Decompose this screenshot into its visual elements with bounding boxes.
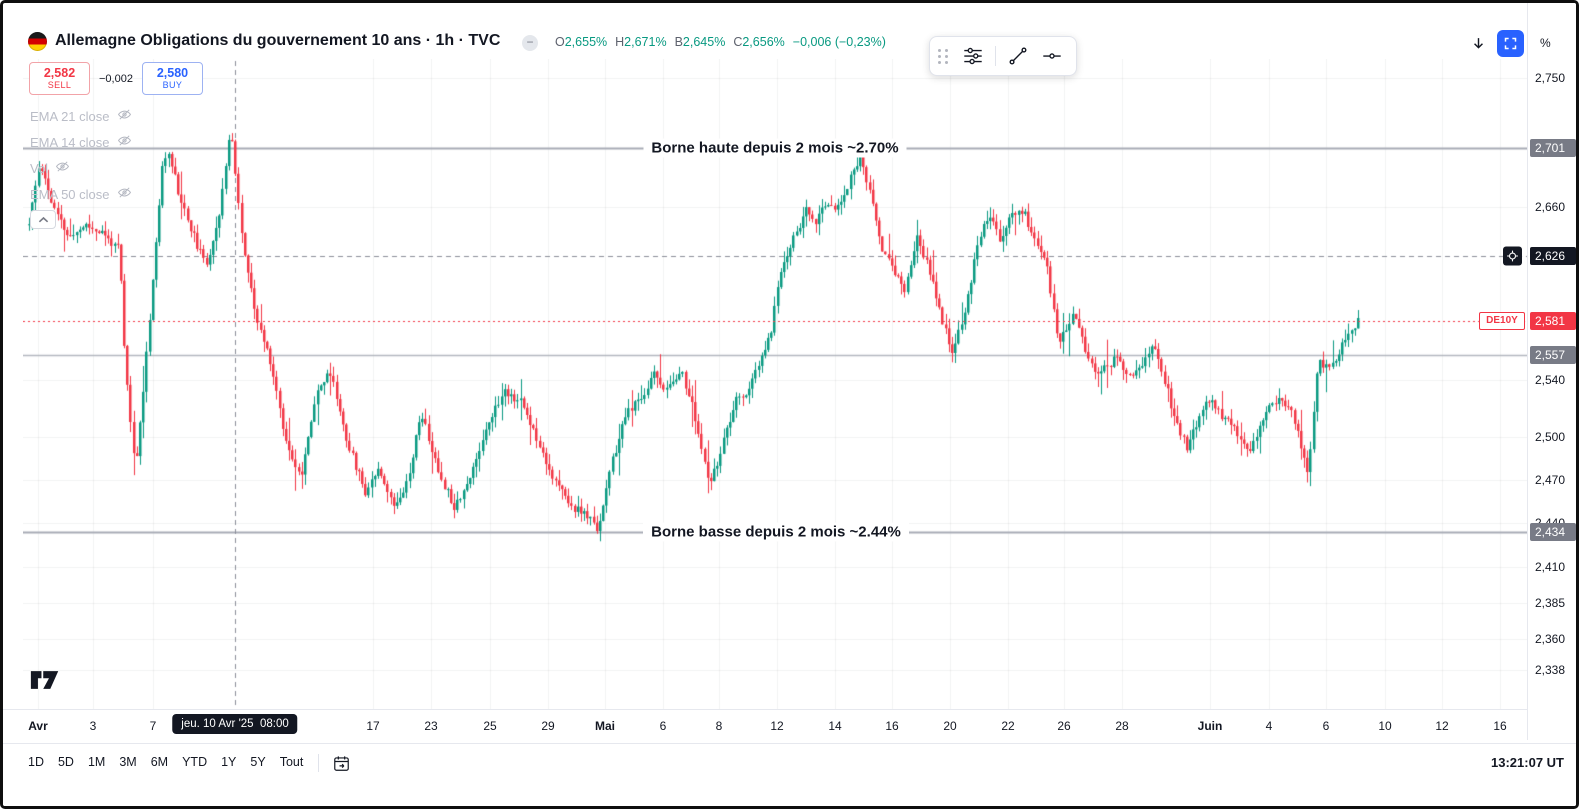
eye-off-icon[interactable]	[55, 159, 70, 177]
tradingview-chart-window: Allemagne Obligations du gouvernement 10…	[0, 0, 1579, 809]
legend-item[interactable]: EMA 21 close	[30, 103, 132, 129]
legend-item-label: EMA 50 close	[30, 187, 110, 202]
price-badge-red: 2,581	[1530, 312, 1576, 330]
time-tick-label: 26	[1057, 719, 1070, 733]
germany-flag-icon	[28, 32, 47, 51]
lower-bound-label[interactable]: Borne basse depuis 2 mois ~2.44%	[643, 523, 909, 542]
time-tick-label: Mai	[595, 719, 615, 733]
time-tick-label: 29	[541, 719, 554, 733]
ohlc-close: C2,656%	[733, 35, 784, 49]
range-button-ytd[interactable]: YTD	[175, 750, 214, 774]
range-button-5d[interactable]: 5D	[51, 750, 81, 774]
horizontal-line-tool-icon[interactable]	[1036, 41, 1068, 71]
range-button-5y[interactable]: 5Y	[243, 750, 272, 774]
tradingview-logo[interactable]	[30, 668, 60, 697]
time-tick-label: 7	[150, 719, 157, 733]
price-tick-label: 2,360	[1535, 632, 1565, 646]
collapse-legend-button[interactable]	[30, 210, 56, 229]
legend-item[interactable]: EMA 14 close	[30, 129, 132, 155]
price-tick-label: 2,470	[1535, 473, 1565, 487]
range-button-3m[interactable]: 3M	[112, 750, 143, 774]
buy-button[interactable]: 2,580 BUY	[142, 62, 203, 95]
price-badge-gray: 2,434	[1530, 523, 1576, 541]
symbol-title[interactable]: Allemagne Obligations du gouvernement 10…	[55, 32, 500, 50]
symbol-price-tag: DE10Y	[1479, 312, 1525, 330]
time-tick-label: 10	[1378, 719, 1391, 733]
price-tick-label: 2,750	[1535, 71, 1565, 85]
price-scale-unit-toggle[interactable]: %	[1540, 36, 1551, 50]
price-badge-black: 2,626	[1530, 247, 1576, 265]
crosshair-time-badge: jeu. 10 Avr '25 08:00	[172, 714, 297, 734]
legend-item-label: EMA 21 close	[30, 109, 110, 124]
upper-bound-label[interactable]: Borne haute depuis 2 mois ~2.70%	[643, 139, 906, 158]
legend-item[interactable]: EMA 50 close	[30, 181, 132, 207]
range-button-tout[interactable]: Tout	[273, 750, 311, 774]
time-tick-label: 12	[1435, 719, 1448, 733]
range-button-1y[interactable]: 1Y	[214, 750, 243, 774]
time-tick-label: 23	[424, 719, 437, 733]
time-tick-label: Avr	[28, 719, 48, 733]
price-badge-gray: 2,701	[1530, 139, 1576, 157]
fullscreen-snapshot-button[interactable]	[1497, 30, 1524, 57]
time-tick-label: 25	[483, 719, 496, 733]
eye-off-icon[interactable]	[117, 107, 132, 125]
time-tick-label: 4	[1266, 719, 1273, 733]
time-tick-label: 16	[885, 719, 898, 733]
time-tick-label: 12	[770, 719, 783, 733]
sell-button[interactable]: 2,582 SELL	[29, 62, 90, 95]
price-tick-label: 2,660	[1535, 200, 1565, 214]
ohlc-readout: O2,655% H2,671% B2,645% C2,656% −0,006 (…	[555, 35, 886, 49]
drag-handle-icon[interactable]	[938, 49, 949, 64]
price-tick-label: 2,410	[1535, 560, 1565, 574]
download-icon[interactable]	[1465, 32, 1491, 56]
time-tick-label: 20	[943, 719, 956, 733]
floating-drawing-toolbar	[929, 36, 1077, 76]
time-tick-label: 8	[716, 719, 723, 733]
time-tick-label: Juin	[1198, 719, 1223, 733]
ohlc-change: −0,006 (−0,23%)	[793, 35, 886, 49]
range-button-1d[interactable]: 1D	[21, 750, 51, 774]
toolbar-divider	[318, 754, 319, 772]
price-tick-label: 2,385	[1535, 596, 1565, 610]
time-tick-label: 6	[660, 719, 667, 733]
price-tick-label: 2,540	[1535, 373, 1565, 387]
trend-line-tool-icon[interactable]	[1002, 41, 1034, 71]
ohlc-high: H2,671%	[615, 35, 666, 49]
eye-off-icon[interactable]	[117, 133, 132, 151]
legend-item-label: Vol	[30, 161, 48, 176]
trade-widget: 2,582 SELL −0,002 2,580 BUY	[29, 62, 203, 95]
time-axis[interactable]: jeu. 10 Avr '25 08:00 Avr 3 7 17 23 25 29 Mai 6 8…	[3, 709, 1527, 743]
price-tick-label: 2,500	[1535, 430, 1565, 444]
go-to-date-icon[interactable]	[327, 750, 355, 776]
range-button-group: 1D5D1M3M6MYTD1Y5YTout	[21, 750, 310, 774]
ohlc-low: B2,645%	[675, 35, 726, 49]
eye-off-icon[interactable]	[117, 185, 132, 203]
price-badge-gray: 2,557	[1530, 346, 1576, 364]
legend-item[interactable]: Vol	[30, 155, 132, 181]
indicator-lines-icon[interactable]	[957, 41, 989, 71]
time-tick-label: 14	[828, 719, 841, 733]
bottom-toolbar: 1D5D1M3M6MYTD1Y5YTout 13:21:07 UT	[3, 743, 1576, 806]
range-button-1m[interactable]: 1M	[81, 750, 112, 774]
time-tick-label: 22	[1001, 719, 1014, 733]
toolbar-divider	[995, 46, 996, 66]
legend-item-label: EMA 14 close	[30, 135, 110, 150]
time-tick-label: 6	[1323, 719, 1330, 733]
indicator-legend: EMA 21 close EMA 14 close Vol EMA 50 close	[30, 103, 132, 207]
ohlc-open: O2,655%	[555, 35, 607, 49]
price-tick-label: 2,338	[1535, 663, 1565, 677]
session-clock[interactable]: 13:21:07 UT	[1491, 750, 1564, 770]
crosshair-icon	[1503, 247, 1522, 266]
time-tick-label: 16	[1493, 719, 1506, 733]
time-tick-label: 3	[90, 719, 97, 733]
spread-value: −0,002	[99, 73, 133, 85]
price-axis[interactable]: 2,7502,6602,5402,5002,4702,4402,4102,385…	[1527, 3, 1576, 740]
time-tick-label: 17	[366, 719, 379, 733]
hide-ohlc-icon[interactable]: −	[522, 35, 538, 51]
range-button-6m[interactable]: 6M	[144, 750, 175, 774]
time-tick-label: 28	[1115, 719, 1128, 733]
